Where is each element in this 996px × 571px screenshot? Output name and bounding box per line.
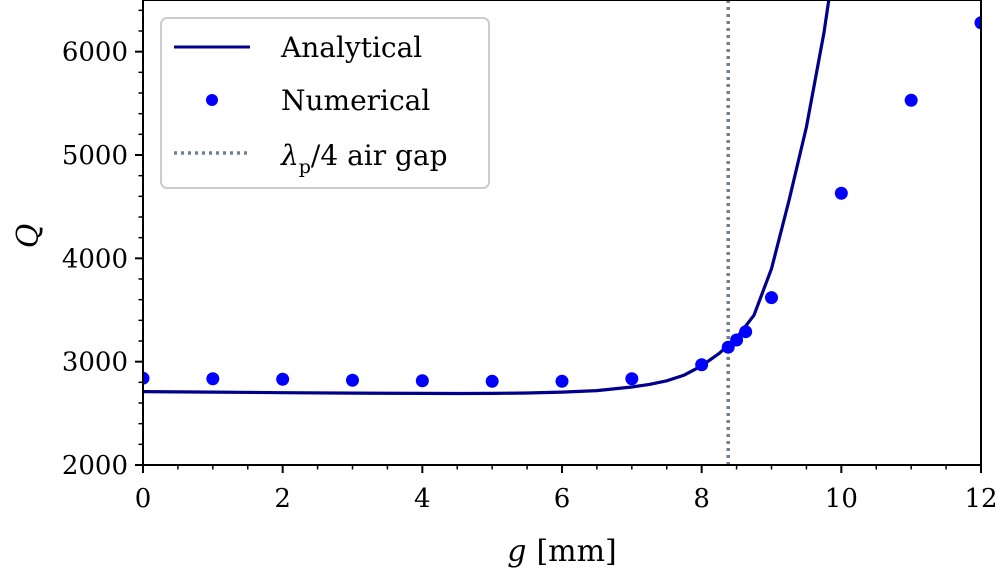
numerical-point — [625, 372, 639, 386]
y-tick-label: 5000 — [62, 141, 128, 171]
legend-box — [160, 17, 490, 189]
legend: Analytical Numerical λp/4 air gap — [160, 17, 490, 189]
plot-area — [143, 0, 981, 465]
numerical-point — [143, 371, 150, 385]
numerical-point — [206, 372, 220, 386]
x-tick-label: 2 — [274, 484, 291, 514]
x-tick-label: 4 — [414, 484, 431, 514]
x-tick-label: 8 — [693, 484, 710, 514]
x-tick-labels: 0 2 4 6 8 10 12 — [135, 484, 996, 514]
y-tick-label: 3000 — [62, 348, 128, 378]
numerical-point — [974, 16, 981, 30]
y-tick-label: 4000 — [62, 244, 128, 274]
x-tick-label: 10 — [825, 484, 858, 514]
numerical-point — [346, 373, 359, 387]
legend-air-gap-label: λp/4 air gap — [280, 139, 448, 178]
legend-numerical-marker — [206, 94, 218, 106]
x-tick-label: 6 — [554, 484, 571, 514]
numerical-point — [485, 374, 499, 388]
numerical-point — [834, 186, 848, 200]
y-tick-label: 2000 — [62, 451, 128, 481]
x-axis-label: g [mm] — [507, 534, 617, 569]
x-tick-label: 0 — [135, 484, 152, 514]
plot-frame — [142, 0, 982, 466]
legend-analytical-label: Analytical — [280, 31, 422, 64]
legend-numerical-label: Numerical — [281, 84, 430, 117]
numerical-point — [276, 372, 290, 386]
numerical-point — [730, 333, 744, 347]
numerical-point — [695, 358, 709, 372]
numerical-point — [415, 374, 429, 388]
y-tick-label: 6000 — [62, 38, 128, 68]
y-axis-label: Q — [11, 224, 46, 249]
analytical-line — [143, 0, 831, 396]
numerical-point — [739, 325, 753, 339]
numerical-point — [904, 93, 918, 107]
numerical-point — [765, 291, 778, 305]
numerical-point — [555, 374, 569, 388]
x-tick-label: 12 — [964, 484, 996, 514]
y-tick-labels: 2000 3000 4000 5000 6000 — [62, 38, 128, 481]
